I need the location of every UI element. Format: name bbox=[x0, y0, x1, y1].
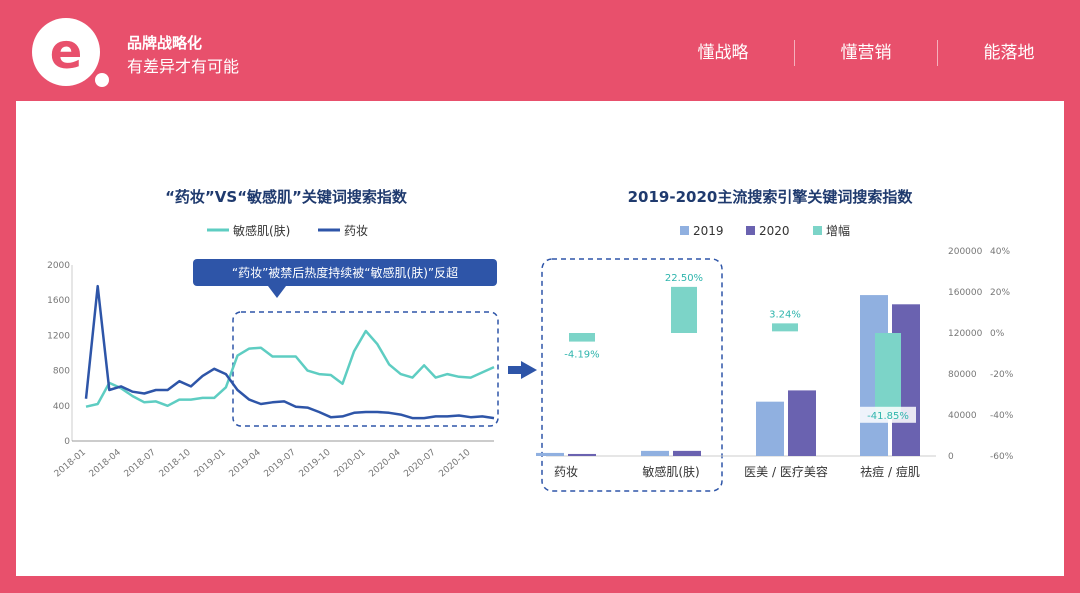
line-y-tick: 1200 bbox=[47, 331, 70, 341]
line-x-tick: 2018-04 bbox=[88, 447, 123, 479]
logo-letter: e bbox=[50, 24, 83, 80]
line-x-tick: 2020-01 bbox=[332, 448, 367, 480]
bar-2019 bbox=[641, 450, 669, 456]
bar-growth bbox=[569, 333, 595, 342]
arrow-icon bbox=[508, 361, 537, 379]
line-y-tick: 2000 bbox=[47, 261, 70, 271]
line-x-tick: 2019-04 bbox=[228, 447, 263, 479]
bar-2020 bbox=[568, 453, 596, 456]
bar-category-label: 敏感肌(肤) bbox=[642, 464, 699, 479]
bar-category-label: 祛痘 / 痘肌 bbox=[860, 464, 920, 479]
line-x-tick: 2019-07 bbox=[263, 448, 298, 480]
brand-title: 品牌战略化 bbox=[127, 34, 203, 52]
legend-swatch-growth bbox=[813, 226, 822, 235]
bar-left-tick: 0 bbox=[948, 452, 954, 462]
bar-left-tick: 80000 bbox=[948, 370, 977, 380]
bar-growth bbox=[671, 286, 697, 333]
series-line-sensitive-skin bbox=[85, 329, 495, 408]
data-label-bg bbox=[858, 406, 916, 423]
bar-right-tick: 20% bbox=[990, 288, 1010, 298]
callout-pointer bbox=[268, 286, 286, 298]
bar-left-axis-ticks: 0 40000 80000 120000 160000 200000 bbox=[948, 247, 983, 462]
bar-right-tick: -20% bbox=[990, 370, 1014, 380]
bar-2019 bbox=[756, 401, 784, 456]
bar-chart-legend: 2019 2020 增幅 bbox=[680, 223, 850, 238]
line-y-ticks: 0 400 800 1200 1600 2000 bbox=[47, 261, 70, 447]
line-chart-legend: 敏感肌(肤) 药妆 bbox=[207, 223, 368, 238]
bar-category-label: 药妆 bbox=[554, 465, 578, 479]
callout-box bbox=[193, 259, 497, 286]
nav-item-marketing[interactable]: 懂营销 bbox=[840, 43, 892, 63]
bar-right-tick: -40% bbox=[990, 411, 1014, 421]
bar-category-label: 医美 / 医疗美容 bbox=[744, 464, 828, 479]
callout-text: “药妆”被禁后热度持续被“敏感肌(肤)”反超 bbox=[232, 265, 458, 280]
nav-item-execution[interactable]: 能落地 bbox=[983, 43, 1035, 63]
line-x-tick: 2018-10 bbox=[158, 447, 193, 479]
legend-label-sensitive: 敏感肌(肤) bbox=[233, 223, 290, 238]
bar-2019 bbox=[536, 452, 564, 456]
header: e 品牌战略化 有差异才有可能 懂战略 懂营销 能落地 bbox=[0, 0, 1080, 100]
bar-category-labels: 药妆 敏感肌(肤) 医美 / 医疗美容 祛痘 / 痘肌 bbox=[554, 464, 920, 479]
nav-item-strategy[interactable]: 懂战略 bbox=[697, 43, 749, 63]
line-x-tick: 2019-01 bbox=[193, 448, 228, 480]
bar-2020 bbox=[673, 450, 701, 456]
brand-slogan: 有差异才有可能 bbox=[127, 57, 240, 76]
line-x-tick: 2020-07 bbox=[402, 448, 437, 480]
growth-data-label: -41.85% bbox=[867, 411, 909, 422]
nav-divider bbox=[937, 40, 938, 66]
bar-growth bbox=[772, 323, 798, 332]
line-chart-callout: “药妆”被禁后热度持续被“敏感肌(肤)”反超 bbox=[193, 259, 497, 298]
line-x-tick: 2020-10 bbox=[437, 447, 472, 479]
top-nav: 懂战略 懂营销 能落地 bbox=[652, 38, 1080, 68]
line-x-tick: 2018-07 bbox=[123, 448, 158, 480]
line-x-tick: 2019-10 bbox=[297, 447, 332, 479]
line-x-ticks: 2018-01 2018-04 2018-07 2018-10 2019-01 2019-… bbox=[53, 447, 473, 479]
legend-label-2019: 2019 bbox=[693, 224, 724, 238]
legend-label-cosmeceutical: 药妆 bbox=[344, 224, 368, 238]
bar-2020 bbox=[788, 390, 816, 456]
legend-swatch-2020 bbox=[746, 226, 755, 235]
line-y-tick: 1600 bbox=[47, 296, 70, 306]
bar-left-tick: 200000 bbox=[948, 247, 983, 257]
growth-data-label: 22.50% bbox=[665, 273, 703, 284]
legend-swatch-2019 bbox=[680, 226, 689, 235]
growth-data-label: 3.24% bbox=[769, 309, 801, 320]
line-x-tick: 2020-04 bbox=[367, 447, 402, 479]
line-chart-title: “药妆”VS“敏感肌”关键词搜索指数 bbox=[165, 188, 408, 206]
line-series-group bbox=[84, 284, 495, 420]
bar-right-tick: -60% bbox=[990, 452, 1014, 462]
bar-growth bbox=[875, 333, 901, 419]
nav-divider bbox=[794, 40, 795, 66]
bar-series-group: -4.19% 22.50% 3.24% -41.85% bbox=[536, 273, 920, 456]
bar-right-tick: 0% bbox=[990, 329, 1005, 339]
legend-label-growth: 增幅 bbox=[826, 223, 850, 238]
content-panel: “药妆”VS“敏感肌”关键词搜索指数 敏感肌(肤) 药妆 “药妆”被禁后热度持续… bbox=[16, 101, 1064, 576]
series-line-cosmeceutical bbox=[84, 284, 495, 420]
bar-left-tick: 40000 bbox=[948, 411, 977, 421]
charts-canvas: “药妆”VS“敏感肌”关键词搜索指数 敏感肌(肤) 药妆 “药妆”被禁后热度持续… bbox=[47, 188, 1014, 492]
highlight-dashed-box-bars bbox=[541, 258, 723, 492]
legend-label-2020: 2020 bbox=[759, 224, 790, 238]
line-x-tick: 2018-01 bbox=[53, 448, 88, 480]
bar-chart-title: 2019-2020主流搜索引擎关键词搜索指数 bbox=[628, 188, 914, 206]
bar-left-tick: 160000 bbox=[948, 288, 983, 298]
line-y-tick: 400 bbox=[53, 402, 70, 412]
growth-data-label: -4.19% bbox=[564, 350, 599, 361]
line-y-tick: 0 bbox=[64, 437, 70, 447]
bar-left-tick: 120000 bbox=[948, 329, 983, 339]
bar-right-tick: 40% bbox=[990, 247, 1010, 257]
highlight-dashed-box bbox=[232, 311, 499, 427]
brand-logo[interactable]: e bbox=[30, 16, 110, 88]
line-y-tick: 800 bbox=[53, 367, 70, 377]
bar-right-axis-ticks: -60% -40% -20% 0% 20% 40% bbox=[990, 247, 1014, 462]
